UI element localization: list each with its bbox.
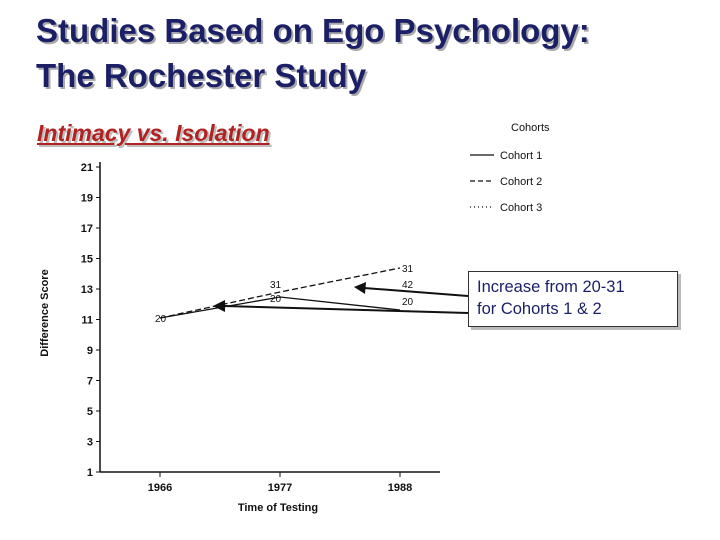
legend-label-cohort-3: Cohort 3 [500,202,542,214]
legend-item-cohort-1: Cohort 1 [470,150,542,162]
callout-arrow-upper [363,287,469,297]
callout-box: Increase from 20-31 for Cohorts 1 & 2 [468,271,678,327]
y-tick-label: 3 [87,437,93,449]
x-axis: Time of Testing [100,471,440,514]
x-axis-label: Time of Testing [238,502,318,514]
x-tick-label: 1977 [268,482,292,494]
legend-item-cohort-2: Cohort 2 [470,176,542,188]
series-line-cohort-1 [159,296,401,319]
callout-arrowhead-lower [213,300,225,312]
y-tick-label: 15 [81,254,93,266]
legend-label-cohort-1: Cohort 1 [500,150,542,162]
y-tick-label: 19 [81,193,93,205]
legend-title: Cohorts [511,122,550,134]
x-tick-label: 1988 [388,482,412,494]
data-label-1966-cohort-1: 20 [155,314,167,325]
callout-arrows [213,282,469,314]
y-tick-label: 9 [87,345,93,357]
callout-arrowhead-upper [354,282,366,294]
slide-title: Studies Based on Ego Psychology: The Roc… [36,12,590,94]
y-tick-label: 11 [81,315,93,327]
legend: Cohorts Cohort 1 Cohort 2 Cohort 3 [470,122,550,214]
x-tick-label: 1966 [148,482,172,494]
data-label-1988-cohort-2: 31 [402,264,414,275]
y-tick-label: 13 [81,284,93,296]
y-tick-label: 5 [87,406,93,418]
x-ticks: 1966 1977 1988 [148,472,412,494]
data-label-1988-cohort-1: 20 [402,297,414,308]
y-axis-label: Difference Score [39,269,51,356]
data-labels: 20 31 20 31 42 20 [155,264,414,325]
data-label-1977-cohort-1: 20 [270,294,282,305]
section-heading: Intimacy vs. Isolation [37,120,270,146]
data-label-1977-cohort-2: 31 [270,280,282,291]
y-tick-label: 21 [81,162,93,174]
callout-arrow-lower [223,305,469,314]
y-tick-label: 17 [81,223,93,235]
y-tick-label: 7 [87,376,93,388]
y-tick-label: 1 [87,467,93,479]
legend-item-cohort-3: Cohort 3 [470,202,542,214]
series-lines [159,267,401,319]
series-line-cohort-2 [159,267,401,319]
callout-text: Increase from 20-31 for Cohorts 1 & 2 [477,278,625,318]
legend-label-cohort-2: Cohort 2 [500,176,542,188]
y-ticks: 21 19 17 15 13 11 9 7 5 3 1 [81,162,100,479]
y-axis: Difference Score [39,162,101,472]
data-label-1988-cohort-3: 42 [402,280,414,291]
